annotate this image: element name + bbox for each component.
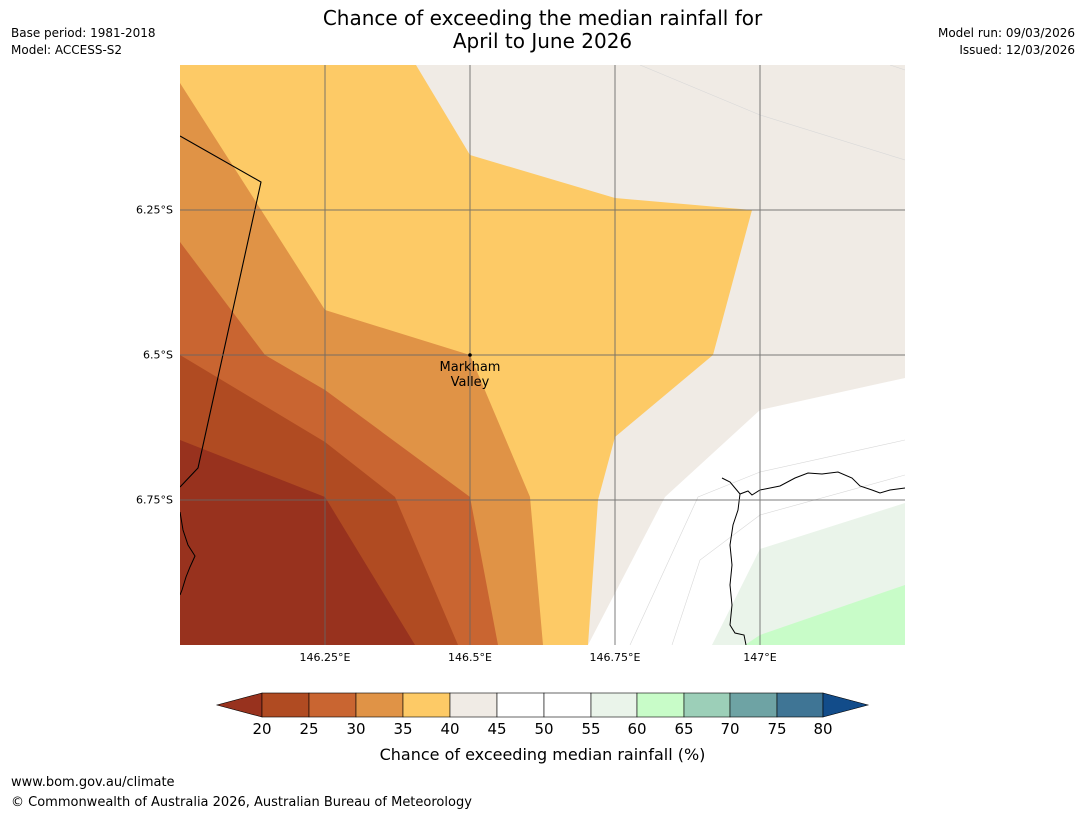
lon-label-147: 147°E bbox=[743, 651, 777, 664]
footer-url[interactable]: www.bom.gov.au/climate bbox=[11, 775, 175, 790]
colorbar-tick: 20 bbox=[252, 720, 272, 738]
colorbar-tick: 50 bbox=[534, 720, 554, 738]
colorbar-tick: 25 bbox=[299, 720, 319, 738]
footer-copyright: © Commonwealth of Australia 2026, Austra… bbox=[11, 795, 472, 810]
coastline-east bbox=[729, 493, 747, 645]
lon-label-146-5: 146.5°E bbox=[448, 651, 492, 664]
colorbar-segment-45-50 bbox=[496, 692, 545, 718]
model-name: Model: ACCESS-S2 bbox=[11, 43, 123, 57]
lon-label-146-75: 146.75°E bbox=[589, 651, 641, 664]
colorbar-segment-30-35 bbox=[355, 692, 404, 718]
meta-left: Base period: 1981-2018 Model: ACCESS-S2 bbox=[11, 25, 156, 59]
title-line-1: Chance of exceeding the median rainfall … bbox=[322, 6, 763, 30]
place-name-line-1: Markham bbox=[439, 360, 501, 375]
province-border bbox=[180, 135, 262, 488]
colorbar-tick: 40 bbox=[440, 720, 460, 738]
colorbar-tick: 65 bbox=[674, 720, 694, 738]
colorbar-extend-low bbox=[215, 692, 263, 718]
colorbar-title: Chance of exceeding median rainfall (%) bbox=[379, 745, 706, 764]
colorbar-tick: 75 bbox=[767, 720, 787, 738]
colorbar-tick: 60 bbox=[627, 720, 647, 738]
colorbar-extend-high bbox=[822, 692, 870, 718]
colorbar bbox=[215, 692, 870, 718]
lon-label-146-25: 146.25°E bbox=[299, 651, 351, 664]
colorbar-segment-50-55 bbox=[543, 692, 592, 718]
colorbar-segment-25-30 bbox=[308, 692, 357, 718]
contour-line bbox=[629, 439, 905, 645]
title-line-2: April to June 2026 bbox=[452, 29, 633, 53]
colorbar-segment-55-60 bbox=[590, 692, 638, 718]
place-label-markham-valley: Markham Valley bbox=[420, 360, 520, 390]
place-name-line-2: Valley bbox=[450, 375, 490, 390]
colorbar-tick: 70 bbox=[720, 720, 740, 738]
lat-label-6-25: 6.25°S bbox=[136, 203, 173, 217]
colorbar-tick: 55 bbox=[581, 720, 601, 738]
issued-date: Issued: 12/03/2026 bbox=[959, 43, 1075, 57]
colorbar-tick: 30 bbox=[346, 720, 366, 738]
model-run: Model run: 09/03/2026 bbox=[937, 26, 1075, 40]
colorbar-segment-40-45 bbox=[449, 692, 498, 718]
colorbar-tick: 35 bbox=[393, 720, 413, 738]
coastline-west bbox=[180, 511, 196, 596]
lat-label-6-5: 6.5°S bbox=[143, 348, 173, 362]
colorbar-segment-35-40 bbox=[402, 692, 451, 718]
location-marker bbox=[468, 353, 472, 357]
contour-line bbox=[889, 65, 905, 71]
region-60-65 bbox=[745, 585, 905, 645]
colorbar-tick: 80 bbox=[813, 720, 833, 738]
colorbar-segment-75-80 bbox=[776, 692, 824, 718]
colorbar-tick: 45 bbox=[487, 720, 507, 738]
base-period: Base period: 1981-2018 bbox=[11, 26, 156, 40]
lat-label-6-75: 6.75°S bbox=[136, 493, 173, 507]
colorbar-segment-60-65 bbox=[636, 692, 685, 718]
colorbar-segment-65-70 bbox=[683, 692, 731, 718]
coastline-east bbox=[721, 471, 905, 496]
colorbar-segment-20-25 bbox=[261, 692, 310, 718]
region-below-20 bbox=[180, 440, 415, 645]
meta-right: Model run: 09/03/2026 Issued: 12/03/2026 bbox=[938, 25, 1075, 59]
contour-line bbox=[671, 474, 905, 645]
colorbar-segment-70-75 bbox=[729, 692, 778, 718]
map-title: Chance of exceeding the median rainfall … bbox=[0, 7, 1085, 53]
